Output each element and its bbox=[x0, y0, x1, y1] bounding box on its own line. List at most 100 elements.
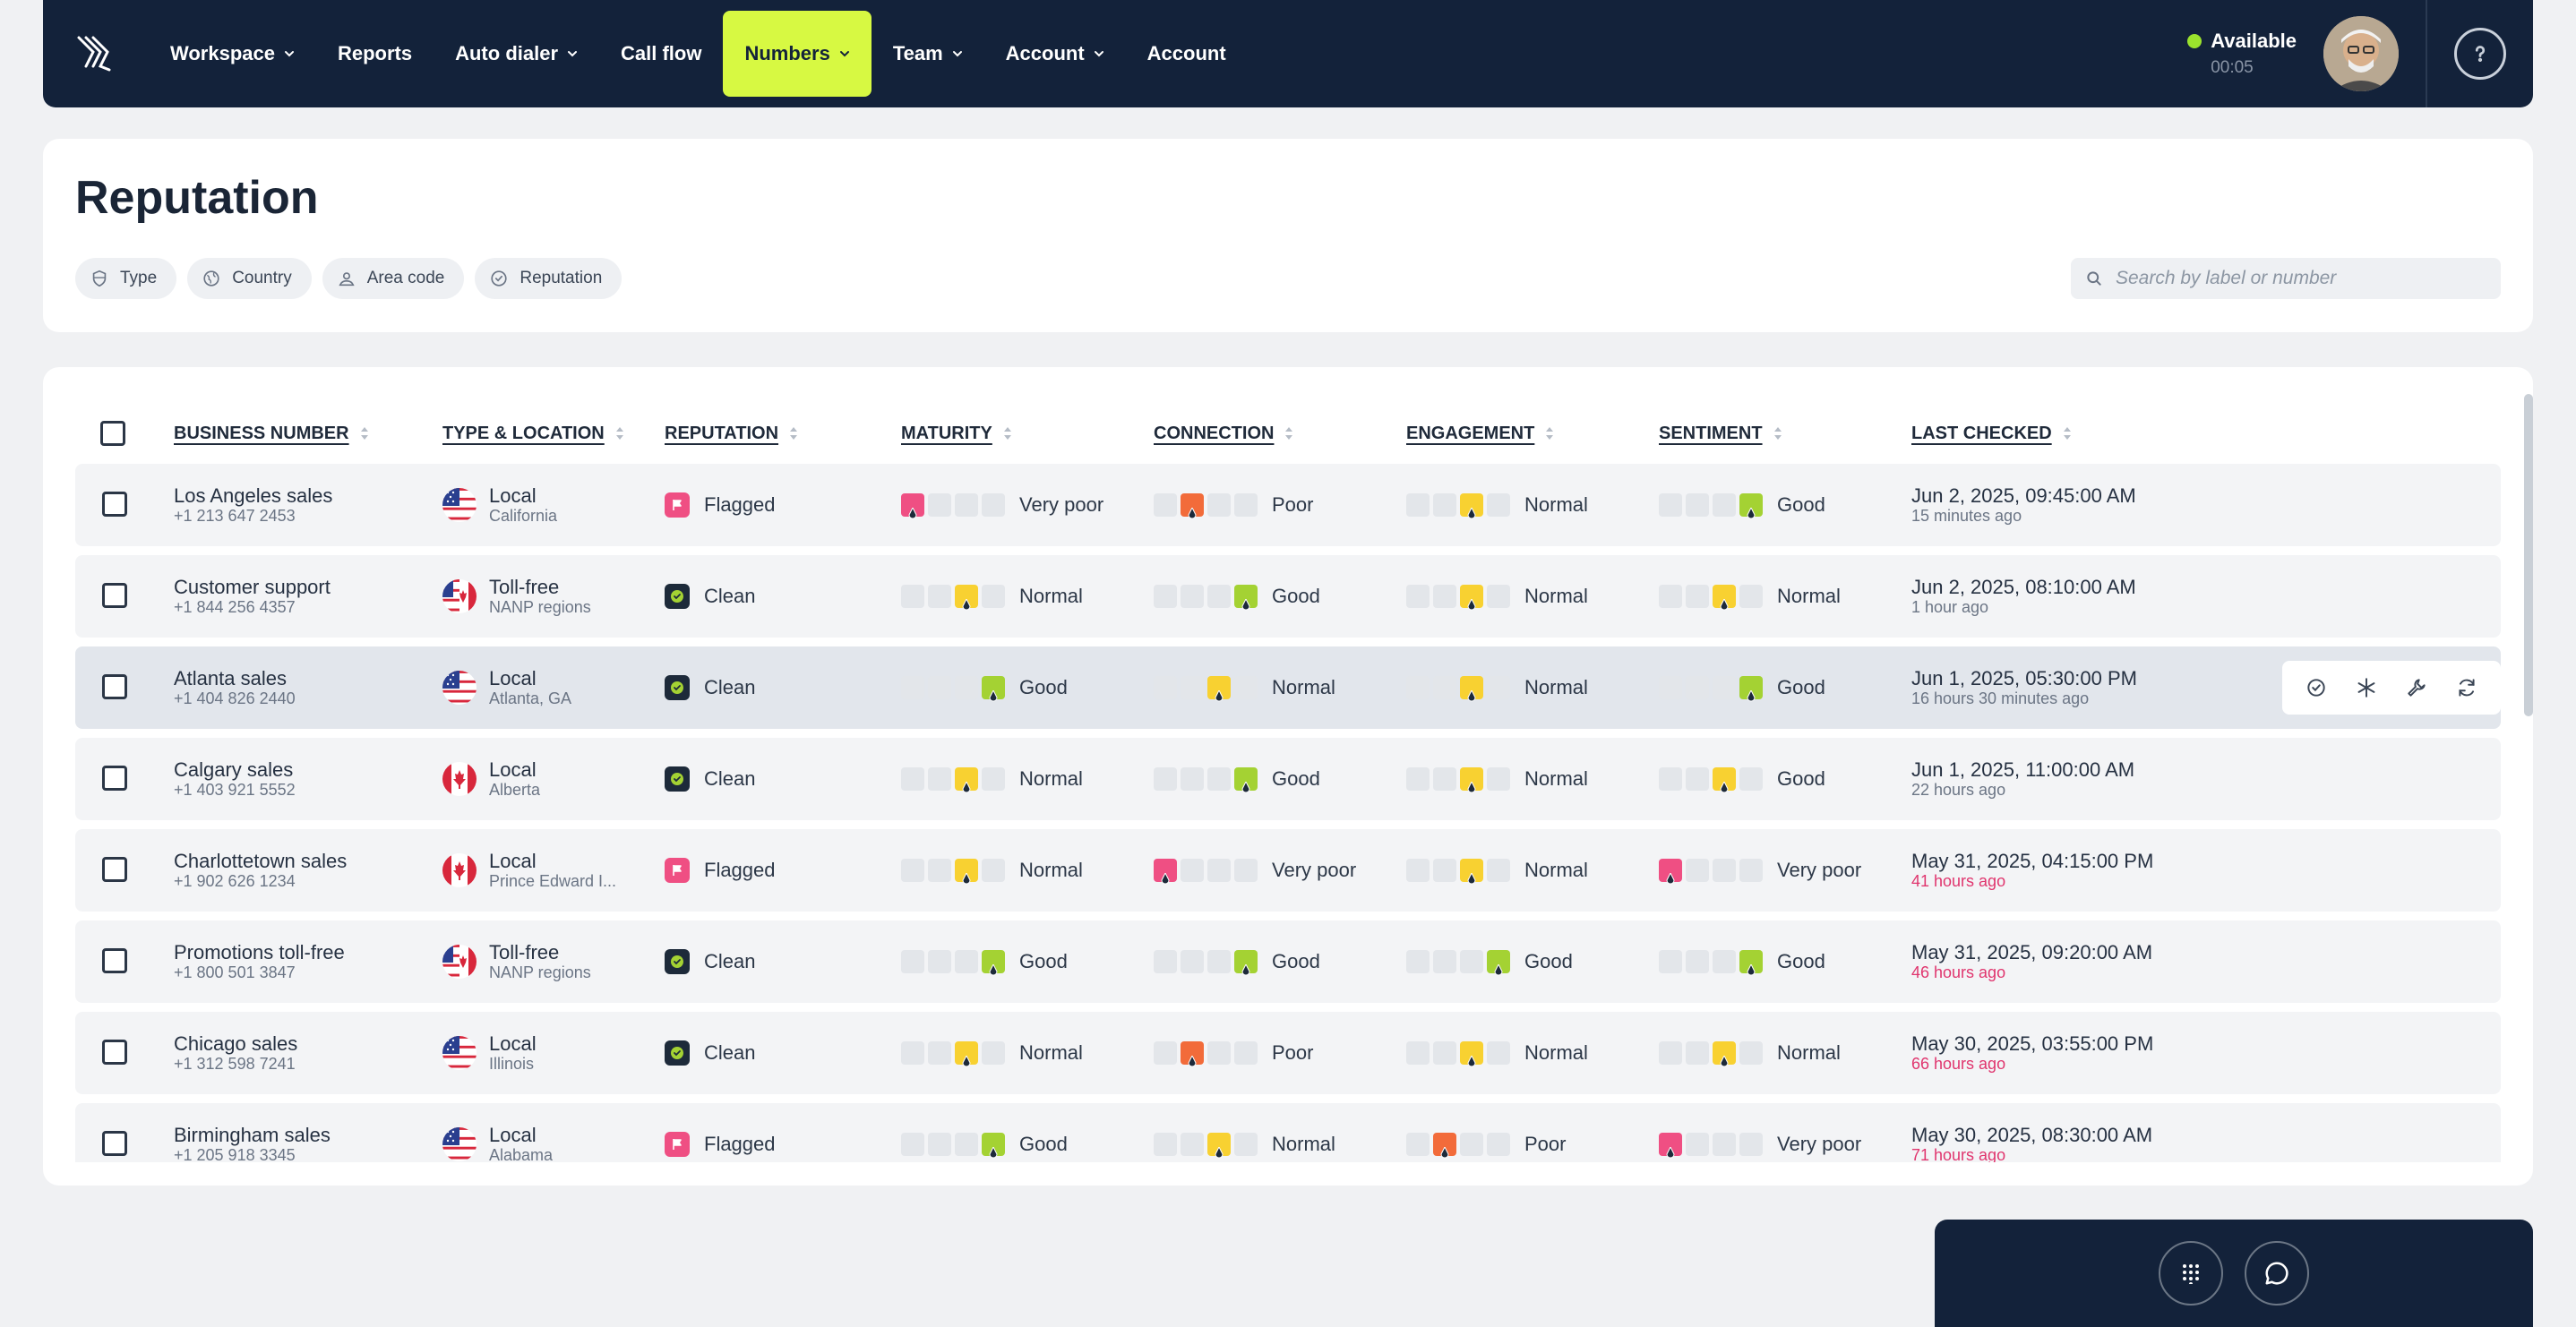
number-label[interactable]: Chicago sales bbox=[174, 1032, 298, 1055]
row-checkbox[interactable] bbox=[102, 948, 127, 973]
table-row[interactable]: Chicago sales +1 312 598 7241 Local Illinoi… bbox=[75, 1012, 2501, 1094]
meter-segment bbox=[955, 950, 978, 973]
reputation-badge-icon bbox=[665, 675, 690, 700]
col-maturity[interactable]: MATURITY bbox=[901, 403, 1012, 464]
meter-segment bbox=[1739, 859, 1763, 882]
search-input[interactable] bbox=[2116, 268, 2474, 289]
logo-icon[interactable] bbox=[70, 29, 120, 79]
wrench-icon[interactable] bbox=[2400, 672, 2433, 704]
connection-meter bbox=[1154, 585, 1258, 611]
nav-item-label: Account bbox=[1146, 42, 1226, 64]
meter-segment bbox=[1181, 1133, 1204, 1156]
refresh-icon[interactable] bbox=[2451, 672, 2483, 704]
number-label[interactable]: Customer support bbox=[174, 576, 331, 598]
pin-icon bbox=[1241, 782, 1250, 793]
shield-check-icon bbox=[671, 955, 683, 968]
sentiment-label: Very poor bbox=[1777, 859, 1862, 881]
check-circle-icon bbox=[491, 270, 507, 287]
nav-item-call-flow[interactable]: Call flow bbox=[599, 11, 723, 97]
number-label[interactable]: Los Angeles sales bbox=[174, 484, 333, 507]
number-label[interactable]: Atlanta sales bbox=[174, 667, 287, 689]
nav-item-account[interactable]: Account bbox=[984, 11, 1126, 97]
help-icon[interactable] bbox=[2454, 28, 2506, 80]
table-row[interactable]: Birmingham sales +1 205 918 3345 Local Alab… bbox=[75, 1103, 2501, 1162]
nav-item-workspace[interactable]: Workspace bbox=[149, 11, 316, 97]
meter-segment-active bbox=[1460, 859, 1483, 885]
filter-reputation[interactable]: Reputation bbox=[475, 258, 623, 299]
pin-icon bbox=[1747, 508, 1756, 519]
nav-item-reports[interactable]: Reports bbox=[316, 11, 434, 97]
number-label[interactable]: Calgary sales bbox=[174, 758, 294, 781]
col-engagement[interactable]: ENGAGEMENT bbox=[1406, 403, 1554, 464]
search-box[interactable] bbox=[2071, 258, 2501, 299]
meter-segment bbox=[1207, 1041, 1231, 1065]
table-row[interactable]: Promotions toll-free +1 800 501 3847 Toll-… bbox=[75, 920, 2501, 1003]
row-checkbox[interactable] bbox=[102, 1040, 127, 1065]
col-reputation[interactable]: REPUTATION bbox=[665, 403, 798, 464]
scrollbar[interactable] bbox=[2524, 394, 2533, 716]
row-checkbox[interactable] bbox=[102, 1131, 127, 1156]
meter-segment-active bbox=[1460, 676, 1483, 702]
table-row[interactable]: Atlanta sales +1 404 826 2440 Local Atlanta… bbox=[75, 646, 2501, 729]
meter-segment-active bbox=[1234, 950, 1258, 976]
table-row[interactable]: Customer support +1 844 256 4357 Toll-free… bbox=[75, 555, 2501, 638]
col-last-checked[interactable]: LAST CHECKED bbox=[1911, 403, 2072, 464]
meter-segment bbox=[1406, 767, 1430, 791]
table-row[interactable]: Charlottetown sales +1 902 626 1234 Local P… bbox=[75, 829, 2501, 912]
sentiment-meter bbox=[1659, 1133, 1763, 1159]
filter-area-code[interactable]: Area code bbox=[322, 258, 465, 299]
col-sentiment[interactable]: SENTIMENT bbox=[1659, 403, 1782, 464]
filter-country[interactable]: Country bbox=[187, 258, 312, 299]
filter-type[interactable]: Type bbox=[75, 258, 177, 299]
pin-icon bbox=[339, 272, 355, 287]
table-row[interactable]: Calgary sales +1 403 921 5552 Local Alberta… bbox=[75, 738, 2501, 820]
row-checkbox[interactable] bbox=[102, 492, 127, 517]
row-checkbox[interactable] bbox=[102, 674, 127, 699]
dialpad-icon[interactable] bbox=[2159, 1241, 2223, 1306]
meter-segment-active bbox=[1739, 676, 1763, 702]
chevron-down-icon bbox=[1094, 51, 1103, 57]
nav-item-team[interactable]: Team bbox=[872, 11, 984, 97]
pin-icon bbox=[1720, 599, 1729, 611]
meter-segment bbox=[1433, 493, 1456, 517]
meter-segment-active bbox=[1154, 859, 1177, 885]
sentiment-label: Good bbox=[1777, 767, 1825, 790]
availability-status[interactable]: Available 00:05 bbox=[2187, 30, 2297, 78]
meter-segment bbox=[1406, 676, 1430, 699]
row-checkbox[interactable] bbox=[102, 766, 127, 791]
number-label[interactable]: Charlottetown sales bbox=[174, 850, 348, 872]
meter-segment bbox=[955, 676, 978, 699]
meter-segment bbox=[928, 585, 951, 608]
table-row[interactable]: Los Angeles sales +1 213 647 2453 Local Cal… bbox=[75, 464, 2501, 546]
col-type-location[interactable]: TYPE & LOCATION bbox=[442, 403, 624, 464]
select-all-checkbox[interactable] bbox=[100, 421, 125, 446]
meter-segment bbox=[1487, 1133, 1510, 1156]
last-checked-date: May 31, 2025, 04:15:00 PM bbox=[1911, 850, 2154, 872]
phone-number: +1 902 626 1234 bbox=[174, 872, 296, 890]
number-label[interactable]: Promotions toll-free bbox=[174, 941, 345, 963]
reputation-status: Flagged bbox=[704, 859, 776, 881]
number-label[interactable]: Birmingham sales bbox=[174, 1124, 331, 1146]
nav-item-numbers[interactable]: Numbers bbox=[723, 11, 872, 97]
col-connection[interactable]: CONNECTION bbox=[1154, 403, 1293, 464]
pin-icon bbox=[989, 1147, 998, 1159]
avatar[interactable] bbox=[2323, 16, 2399, 91]
check-circle-icon[interactable] bbox=[2300, 672, 2332, 704]
chat-icon[interactable] bbox=[2245, 1241, 2309, 1306]
meter-segment-active bbox=[955, 767, 978, 793]
filter-bar: Type Country Area code Reputation bbox=[75, 258, 623, 299]
connection-label: Good bbox=[1272, 767, 1320, 790]
row-checkbox[interactable] bbox=[102, 857, 127, 882]
nav-item-account[interactable]: Account bbox=[1126, 11, 1248, 97]
meter-segment bbox=[928, 1133, 951, 1156]
reputation-status: Clean bbox=[704, 676, 756, 698]
snowflake-icon[interactable] bbox=[2350, 672, 2383, 704]
meter-segment bbox=[982, 859, 1005, 882]
sort-icon bbox=[1773, 427, 1782, 440]
meter-segment bbox=[1713, 950, 1736, 973]
connection-meter bbox=[1154, 1041, 1258, 1067]
sentiment-label: Good bbox=[1777, 493, 1825, 516]
col-business-number[interactable]: BUSINESS NUMBER bbox=[174, 403, 369, 464]
nav-item-auto-dialer[interactable]: Auto dialer bbox=[434, 11, 599, 97]
row-checkbox[interactable] bbox=[102, 583, 127, 608]
